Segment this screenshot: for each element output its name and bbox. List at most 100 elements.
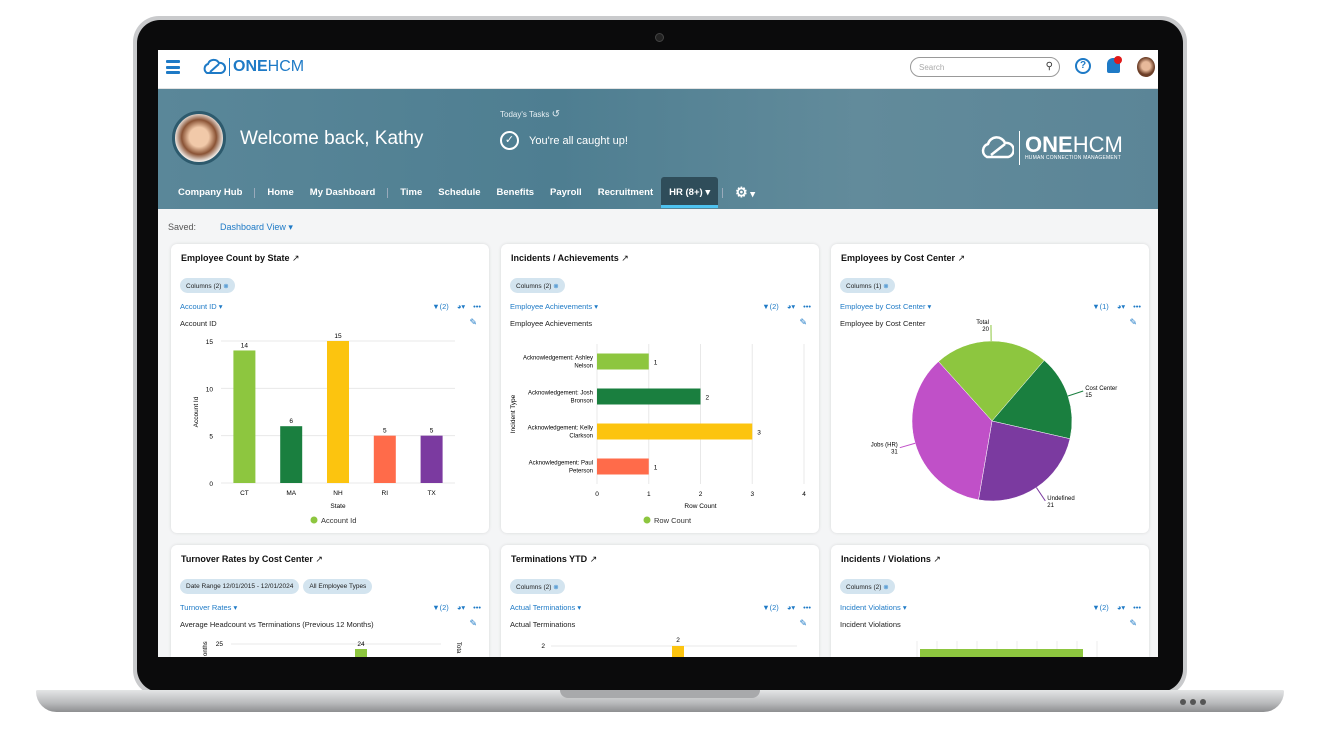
chart-dropdown[interactable]: Incident Violations ▾ [840,603,907,612]
bar-value-label: 1 [654,360,658,367]
help-icon[interactable]: ? [1075,58,1091,74]
user-avatar[interactable] [1137,57,1155,77]
bar-value-label: 5 [383,428,387,435]
chart-type-icon[interactable]: ◕▾ [786,603,796,612]
chart-subtitle: Employee Achievements [510,319,593,328]
edit-icon[interactable]: ✎ [799,618,807,628]
open-external-icon[interactable]: ↗ [292,253,300,263]
search-input[interactable]: Search ⚲ [910,57,1060,77]
pie-slice-jobs-hr- [911,361,993,501]
remove-chip-icon[interactable]: ⊗ [553,283,559,290]
profile-photo [172,111,226,165]
chart-type-icon[interactable]: ◕▾ [456,603,466,612]
chip[interactable]: Date Range 12/01/2015 - 12/01/2024 [180,579,300,594]
saved-label: Saved: [168,222,197,232]
x-tick-label: MA [286,490,296,497]
nav-home[interactable]: Home [267,187,294,198]
chart-type-icon[interactable]: ◕▾ [1116,302,1126,311]
chart-dropdown[interactable]: Employee Achievements ▾ [510,302,598,311]
y-axis-title: onths [203,641,209,656]
columns-chip[interactable]: Columns (2) ⊗ [510,579,565,594]
card-title[interactable]: Terminations YTD ↗ [511,554,598,564]
open-external-icon[interactable]: ↗ [315,554,323,564]
remove-chip-icon[interactable]: ⊗ [553,584,559,591]
more-icon[interactable]: ••• [473,302,481,311]
open-external-icon[interactable]: ↗ [933,554,941,564]
chart-dropdown[interactable]: Account ID ▾ [180,302,223,311]
remove-chip-icon[interactable]: ⊗ [883,283,889,290]
bar [672,646,684,657]
pie-label: Undefined [1047,496,1074,502]
bar-value-label: 15 [334,333,342,340]
open-external-icon[interactable]: ↗ [589,554,598,564]
webcam [655,33,664,42]
chart-subtitle: Average Headcount vs Terminations (Previ… [180,620,374,629]
edit-icon[interactable]: ✎ [469,317,477,327]
chart-type-icon[interactable]: ◕▾ [786,302,796,311]
bar-value-label: 3 [757,430,761,437]
edit-icon[interactable]: ✎ [469,618,477,628]
more-icon[interactable]: ••• [803,603,811,612]
card-title[interactable]: Incidents / Violations ↗ [841,554,941,564]
card-title[interactable]: Turnover Rates by Cost Center ↗ [181,554,323,564]
card-title[interactable]: Employees by Cost Center ↗ [841,253,966,263]
settings-menu[interactable]: ⚙ ▾ [727,177,763,208]
open-external-icon[interactable]: ↗ [957,253,966,263]
menu-icon[interactable] [166,60,180,74]
chip[interactable]: All Employee Types [303,579,373,594]
card-tools: ▼(1) ◕▾ ••• [1092,302,1141,311]
filter-button[interactable]: ▼(2) [762,302,779,311]
refresh-icon[interactable]: ↺ [551,109,561,120]
more-icon[interactable]: ••• [473,603,481,612]
nav-benefits[interactable]: Benefits [496,187,535,198]
chart-dropdown[interactable]: Turnover Rates ▾ [180,603,238,612]
nav-company-hub[interactable]: Company Hub [178,187,243,198]
nav-payroll[interactable]: Payroll [550,187,582,198]
nav-time[interactable]: Time [400,187,423,198]
open-external-icon[interactable]: ↗ [621,253,629,263]
y-tick-label-cont: Clarkson [569,434,593,440]
card-incidents-achievements: Incidents / Achievements ↗ Columns (2) ⊗… [501,244,819,533]
filter-button[interactable]: ▼(2) [1092,603,1109,612]
filter-button[interactable]: ▼(2) [762,603,779,612]
edit-icon[interactable]: ✎ [1129,317,1137,327]
cloud-logo-icon [981,136,1014,159]
x-tick-label: RI [382,490,389,497]
y-tick-label: Acknowledgement: Ashley [523,356,593,362]
remove-chip-icon[interactable]: ⊗ [223,283,229,290]
bar [355,649,367,657]
nav-my-dashboard[interactable]: My Dashboard [309,187,376,198]
legend-label: Row Count [654,516,692,525]
columns-chip[interactable]: Columns (1) ⊗ [840,278,895,293]
filter-button[interactable]: ▼(2) [432,603,449,612]
nav-hr[interactable]: HR (8+) ▾ [661,177,719,208]
chart-dropdown[interactable]: Actual Terminations ▾ [510,603,582,612]
app-screen: ONEHCM Search ⚲ ? Welcome back, Kathy Tod… [158,50,1158,657]
nav-recruitment[interactable]: Recruitment [597,187,654,198]
app-logo[interactable]: ONEHCM [202,58,304,76]
chart-dropdown[interactable]: Employee by Cost Center ▾ [840,302,932,311]
chart-type-icon[interactable]: ◕▾ [1116,603,1126,612]
card-title[interactable]: Incidents / Achievements ↗ [511,253,629,263]
pie-slice-cost-center [991,360,1073,440]
chart-4: 22 [541,637,797,657]
bar-value-label: 24 [357,641,365,648]
edit-icon[interactable]: ✎ [799,317,807,327]
filter-button[interactable]: ▼(2) [432,302,449,311]
chart-type-icon[interactable]: ◕▾ [456,302,466,311]
more-icon[interactable]: ••• [803,302,811,311]
card-turnover-rates-by-cost-center: Turnover Rates by Cost Center ↗ Date Ran… [171,545,489,657]
nav-schedule[interactable]: Schedule [438,187,481,198]
columns-chip[interactable]: Columns (2) ⊗ [510,278,565,293]
search-icon[interactable]: ⚲ [1045,61,1053,72]
filter-button[interactable]: ▼(1) [1092,302,1109,311]
columns-chip[interactable]: Columns (2) ⊗ [840,579,895,594]
remove-chip-icon[interactable]: ⊗ [883,584,889,591]
bar-value-label: 6 [289,418,293,425]
card-title[interactable]: Employee Count by State ↗ [181,253,300,263]
more-icon[interactable]: ••• [1133,302,1141,311]
edit-icon[interactable]: ✎ [1129,618,1137,628]
more-icon[interactable]: ••• [1133,603,1141,612]
saved-view-dropdown[interactable]: Dashboard View ▾ [220,222,293,232]
columns-chip[interactable]: Columns (2) ⊗ [180,278,235,293]
